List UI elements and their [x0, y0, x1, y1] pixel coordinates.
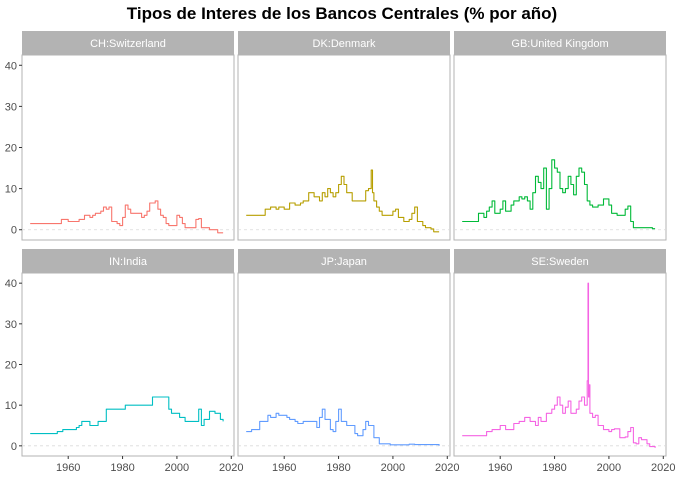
x-tick-label: 1960 [272, 462, 296, 474]
x-tick-label: 2020 [651, 462, 675, 474]
series-line [246, 408, 440, 446]
facet-strip [22, 249, 234, 273]
series-line [462, 159, 656, 230]
y-tick-label: 40 [5, 60, 17, 72]
facet-panel: GB:United Kingdom [453, 31, 667, 241]
facet-strip [238, 31, 450, 55]
x-tick-label: 1960 [488, 462, 512, 474]
y-tick-label: 10 [5, 400, 17, 412]
facet-panel: IN:India 0 10 20 30 40 1960 1980 2000 2020 [5, 249, 244, 474]
facet-panel: SE:Sweden 1960 1980 2000 2020 [453, 249, 676, 474]
x-tick-label: 2020 [219, 462, 243, 474]
series-line [462, 282, 656, 448]
series-line [246, 169, 440, 233]
facet-panel: JP:Japan 1960 1980 2000 2020 [237, 249, 460, 474]
y-tick-label: 40 [5, 278, 17, 290]
facet-panel: DK:Denmark [237, 31, 451, 241]
facet-strip [454, 31, 666, 55]
facet-strip-label: GB:United Kingdom [511, 38, 608, 50]
facet-strip-label: SE:Sweden [531, 256, 588, 268]
facet-strip [22, 31, 234, 55]
x-tick-label: 2000 [165, 462, 189, 474]
x-tick-label: 1960 [56, 462, 80, 474]
facet-panels: CH:Switzerland 0 10 20 30 40 DK:Denmark GB:Unit… [5, 31, 676, 474]
facet-strip [454, 249, 666, 273]
facet-strip-label: JP:Japan [321, 256, 367, 268]
facet-strip-label: CH:Switzerland [90, 38, 166, 50]
x-tick-label: 1980 [326, 462, 350, 474]
y-tick-label: 0 [11, 225, 17, 237]
x-tick-label: 1980 [110, 462, 134, 474]
facet-strip-label: DK:Denmark [313, 38, 376, 50]
y-tick-label: 20 [5, 143, 17, 155]
x-tick-label: 2020 [435, 462, 459, 474]
facet-panel: CH:Switzerland 0 10 20 30 40 [5, 31, 235, 241]
facet-panel-border [21, 272, 235, 457]
facet-panel-border [21, 54, 235, 241]
facet-strip-label: IN:India [109, 256, 148, 268]
y-tick-label: 30 [5, 319, 17, 331]
facet-panel-border [453, 54, 667, 241]
facet-panel-border [237, 272, 451, 457]
series-line [30, 396, 224, 435]
y-tick-label: 30 [5, 101, 17, 113]
chart-title: Tipos de Interes de los Bancos Centrales… [127, 4, 557, 23]
y-tick-label: 20 [5, 360, 17, 372]
series-line [30, 200, 224, 234]
facet-strip [238, 249, 450, 273]
y-tick-label: 0 [11, 441, 17, 453]
x-tick-label: 1980 [542, 462, 566, 474]
facet-panel-border [453, 272, 667, 457]
x-tick-label: 2000 [381, 462, 405, 474]
facet-panel-border [237, 54, 451, 241]
y-tick-label: 10 [5, 184, 17, 196]
x-tick-label: 2000 [597, 462, 621, 474]
